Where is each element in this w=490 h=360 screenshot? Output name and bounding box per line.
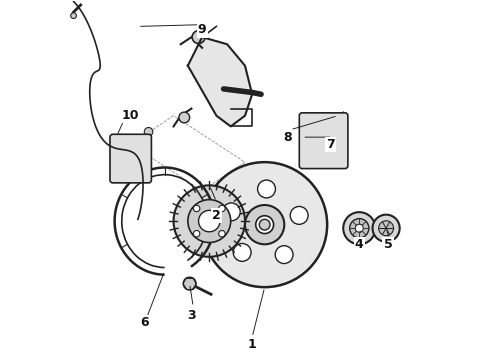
Text: 1: 1	[248, 338, 257, 351]
Circle shape	[350, 219, 369, 238]
Circle shape	[194, 205, 200, 212]
Circle shape	[179, 112, 190, 123]
FancyBboxPatch shape	[110, 134, 151, 183]
Circle shape	[188, 200, 231, 243]
Text: 3: 3	[187, 309, 196, 322]
Circle shape	[144, 127, 153, 136]
Circle shape	[256, 216, 273, 234]
Circle shape	[233, 243, 251, 261]
Text: 6: 6	[141, 316, 149, 329]
Circle shape	[258, 180, 275, 198]
Text: 9: 9	[198, 23, 206, 36]
Circle shape	[355, 224, 363, 232]
Circle shape	[192, 31, 205, 44]
Circle shape	[379, 221, 393, 236]
Text: 7: 7	[326, 138, 335, 151]
Circle shape	[183, 277, 196, 290]
Polygon shape	[188, 37, 252, 126]
Circle shape	[194, 230, 200, 237]
Circle shape	[71, 13, 76, 18]
Circle shape	[222, 203, 240, 221]
Circle shape	[259, 219, 270, 230]
Circle shape	[245, 205, 284, 244]
Circle shape	[202, 162, 327, 287]
Circle shape	[219, 230, 225, 237]
Circle shape	[198, 210, 220, 232]
Text: 10: 10	[122, 109, 140, 122]
Circle shape	[219, 205, 225, 212]
Text: 4: 4	[355, 238, 364, 251]
Circle shape	[372, 215, 400, 242]
Text: 8: 8	[284, 131, 292, 144]
Circle shape	[343, 212, 375, 244]
Circle shape	[173, 185, 245, 257]
Circle shape	[290, 207, 308, 224]
Text: 2: 2	[212, 209, 221, 222]
Circle shape	[275, 246, 293, 264]
FancyBboxPatch shape	[299, 113, 348, 168]
Text: 5: 5	[384, 238, 392, 251]
